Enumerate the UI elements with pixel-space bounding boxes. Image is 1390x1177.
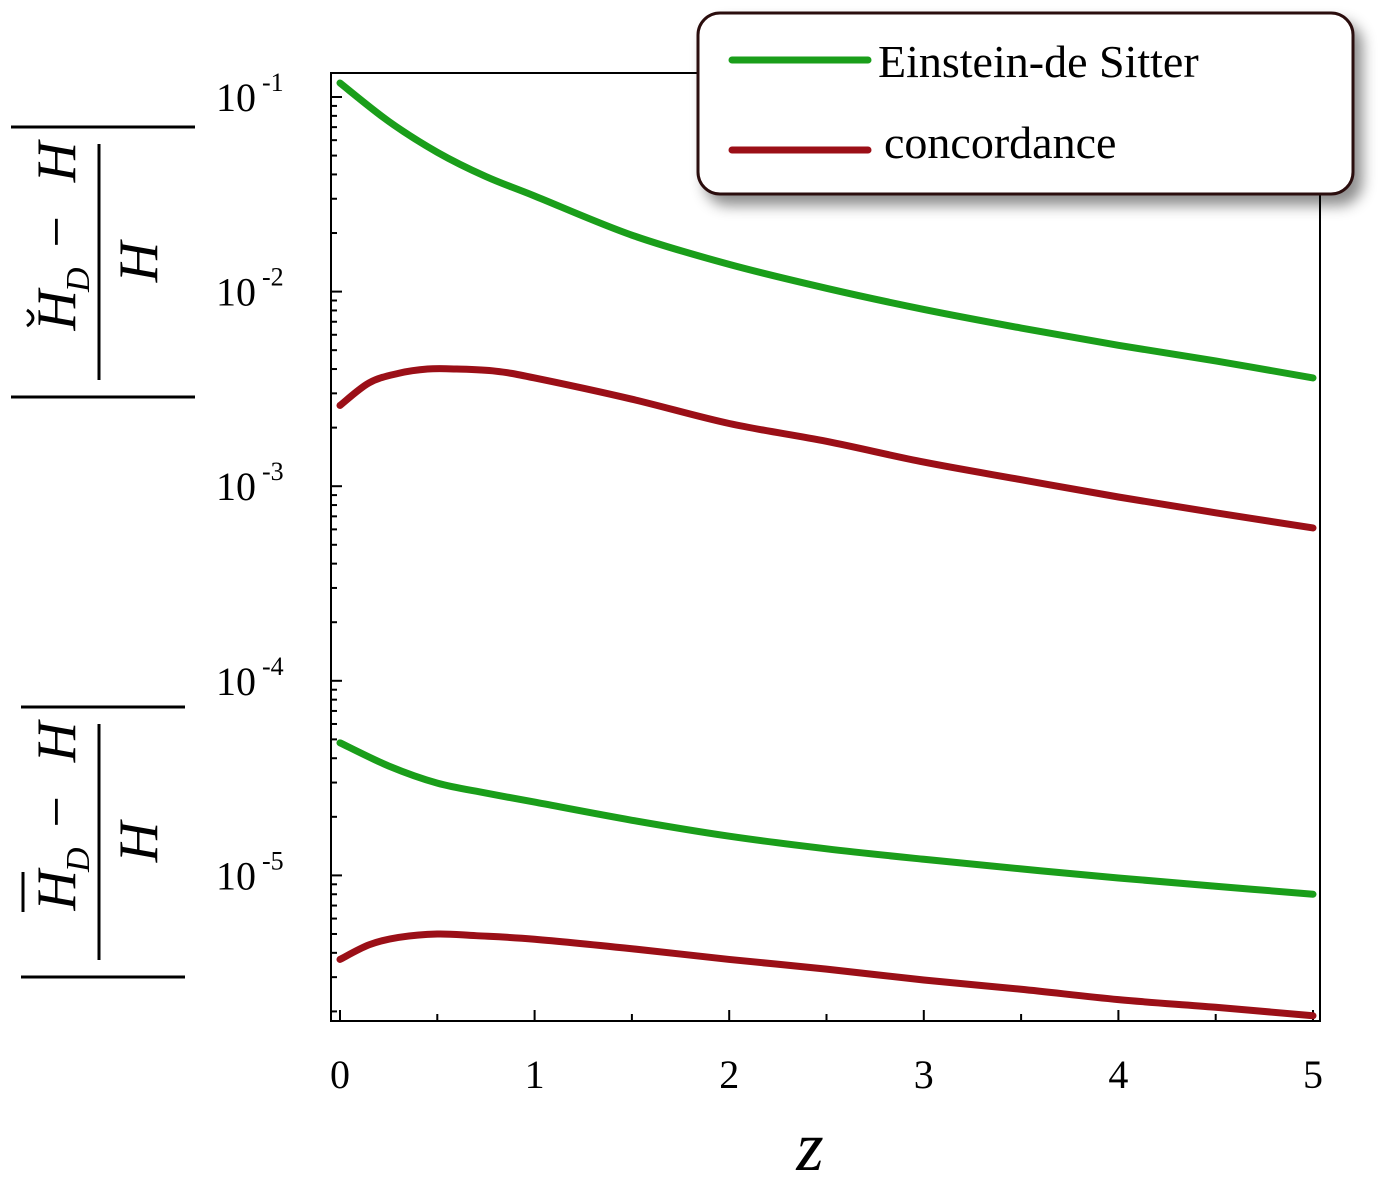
y-tick-base: 10: [216, 75, 256, 120]
x-tick-label: 1: [525, 1052, 545, 1097]
svg-text:D: D: [60, 267, 97, 293]
y-tick-exponent: -3: [262, 457, 284, 486]
y-tick-label: 10 -2: [216, 263, 284, 315]
svg-text:H: H: [26, 287, 88, 331]
y-tick-base: 10: [216, 464, 256, 509]
x-tick-label: 5: [1303, 1052, 1323, 1097]
y-tick-base: 10: [216, 270, 256, 315]
series-line-concordance-bottom: [336, 930, 1317, 1020]
y-tick-label: 10 -1: [216, 68, 284, 120]
y-tick-exponent: -4: [262, 652, 284, 681]
legend-label-concordance: concordance: [884, 117, 1116, 168]
x-tick-label: 0: [330, 1052, 350, 1097]
y-tick-exponent: -1: [262, 68, 284, 97]
plot-frame: [330, 72, 1321, 1022]
y-axis-label-top: H D − H H: [11, 125, 195, 399]
y-tick-label: 10 -4: [216, 652, 284, 704]
y-tick-label: 10 -3: [216, 457, 284, 509]
svg-text:D: D: [60, 847, 97, 873]
svg-text:−: −: [26, 216, 88, 248]
y-tick-exponent: -2: [262, 263, 284, 292]
series-line-einstein-de-sitter-bottom: [336, 739, 1317, 898]
svg-text:H: H: [26, 867, 88, 911]
y-axis-label-bottom: H D − H H: [21, 705, 185, 979]
svg-text:H: H: [26, 719, 88, 763]
svg-text:H: H: [26, 139, 88, 183]
svg-text:H: H: [108, 819, 170, 863]
series-line-concordance-top: [336, 365, 1317, 532]
x-tick-label: 2: [719, 1052, 739, 1097]
x-axis-title: z: [795, 1109, 823, 1177]
svg-text:−: −: [26, 796, 88, 828]
y-tick-base: 10: [216, 853, 256, 898]
y-tick-base: 10: [216, 659, 256, 704]
svg-text:H: H: [108, 239, 170, 283]
legend-label-eds: Einstein-de Sitter: [878, 36, 1199, 87]
y-tick-exponent: -5: [262, 846, 284, 875]
y-tick-label: 10 -5: [216, 846, 284, 898]
legend: Einstein-de Sitter concordance: [696, 11, 1355, 196]
series-group: [336, 79, 1317, 1020]
x-tick-label: 3: [914, 1052, 934, 1097]
series-line-einstein-de-sitter-top: [336, 79, 1317, 382]
ticks-group: 0 1 2 3 4 510-110-210-310-410-5: [216, 68, 1323, 1097]
x-tick-label: 4: [1108, 1052, 1128, 1097]
